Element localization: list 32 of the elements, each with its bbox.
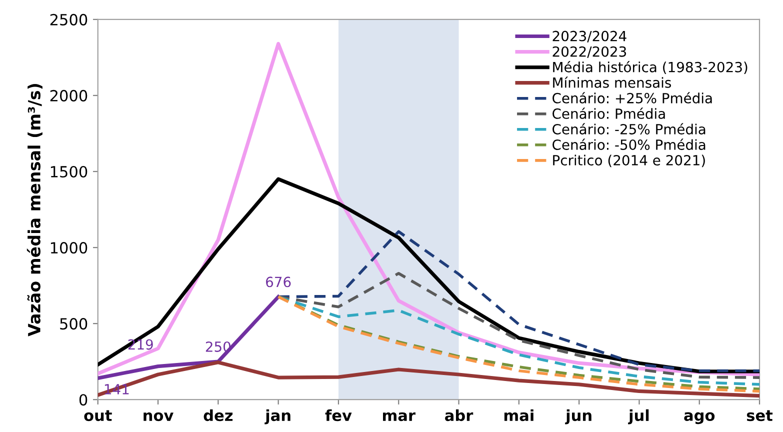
x-tick-label: ago — [684, 412, 715, 424]
legend-label: Pcritico (2014 e 2021) — [553, 154, 705, 168]
legend-label: Cenário: +25% Pmédia — [552, 92, 712, 104]
x-tick-label: set — [746, 410, 773, 422]
data-label: 676 — [266, 276, 291, 288]
line-series — [98, 42, 760, 376]
y-axis-title: Vazão média mensal (m³/s) — [26, 84, 42, 336]
legend-label: Cenário: -50% Pmédia — [552, 138, 706, 150]
x-tick-label: out — [84, 410, 112, 422]
x-tick-label: mai — [504, 409, 534, 422]
x-tick-label: abr — [445, 409, 474, 422]
y-tick-label: 2000 — [50, 90, 88, 102]
x-tick-label: nov — [144, 412, 174, 422]
x-tick-label: jan — [264, 409, 290, 424]
y-tick-label: 2500 — [50, 14, 88, 26]
x-tick-label: mar — [383, 412, 416, 422]
legend-label: 2023/2024 — [552, 30, 626, 42]
x-tick-label: jun — [565, 409, 592, 424]
x-tick-label: fev — [325, 409, 352, 422]
legend-label: Cenário: -25% Pmédia — [552, 123, 706, 134]
y-tick-label: 500 — [60, 318, 88, 330]
legend-label: 2022/2023 — [552, 46, 626, 58]
x-tick-label: dez — [204, 409, 233, 422]
line-series — [98, 295, 280, 380]
legend-label: Cenário: Pmédia — [552, 108, 665, 119]
legend-label: Média histórica (1983-2023) — [553, 61, 748, 74]
y-tick-label: 1500 — [50, 166, 88, 178]
x-tick-label: jul — [628, 409, 649, 424]
line-series — [98, 360, 760, 398]
y-tick-label: 0 — [79, 394, 88, 406]
y-tick-label: 1000 — [50, 242, 88, 254]
legend-label: Mínimas mensais — [553, 76, 671, 88]
